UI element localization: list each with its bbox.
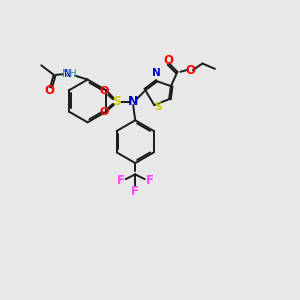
Text: O: O [44,84,54,98]
Text: O: O [99,86,109,96]
Text: O: O [163,54,173,67]
Text: N: N [128,95,138,108]
Text: F: F [117,174,125,188]
Text: N: N [64,69,71,79]
Text: O: O [99,107,109,117]
Text: S: S [112,95,121,108]
Text: S: S [155,102,162,112]
Text: N: N [152,68,161,78]
Text: F: F [131,185,139,198]
Text: O: O [185,64,195,76]
Text: F: F [146,174,154,188]
Text: NH: NH [62,69,76,79]
